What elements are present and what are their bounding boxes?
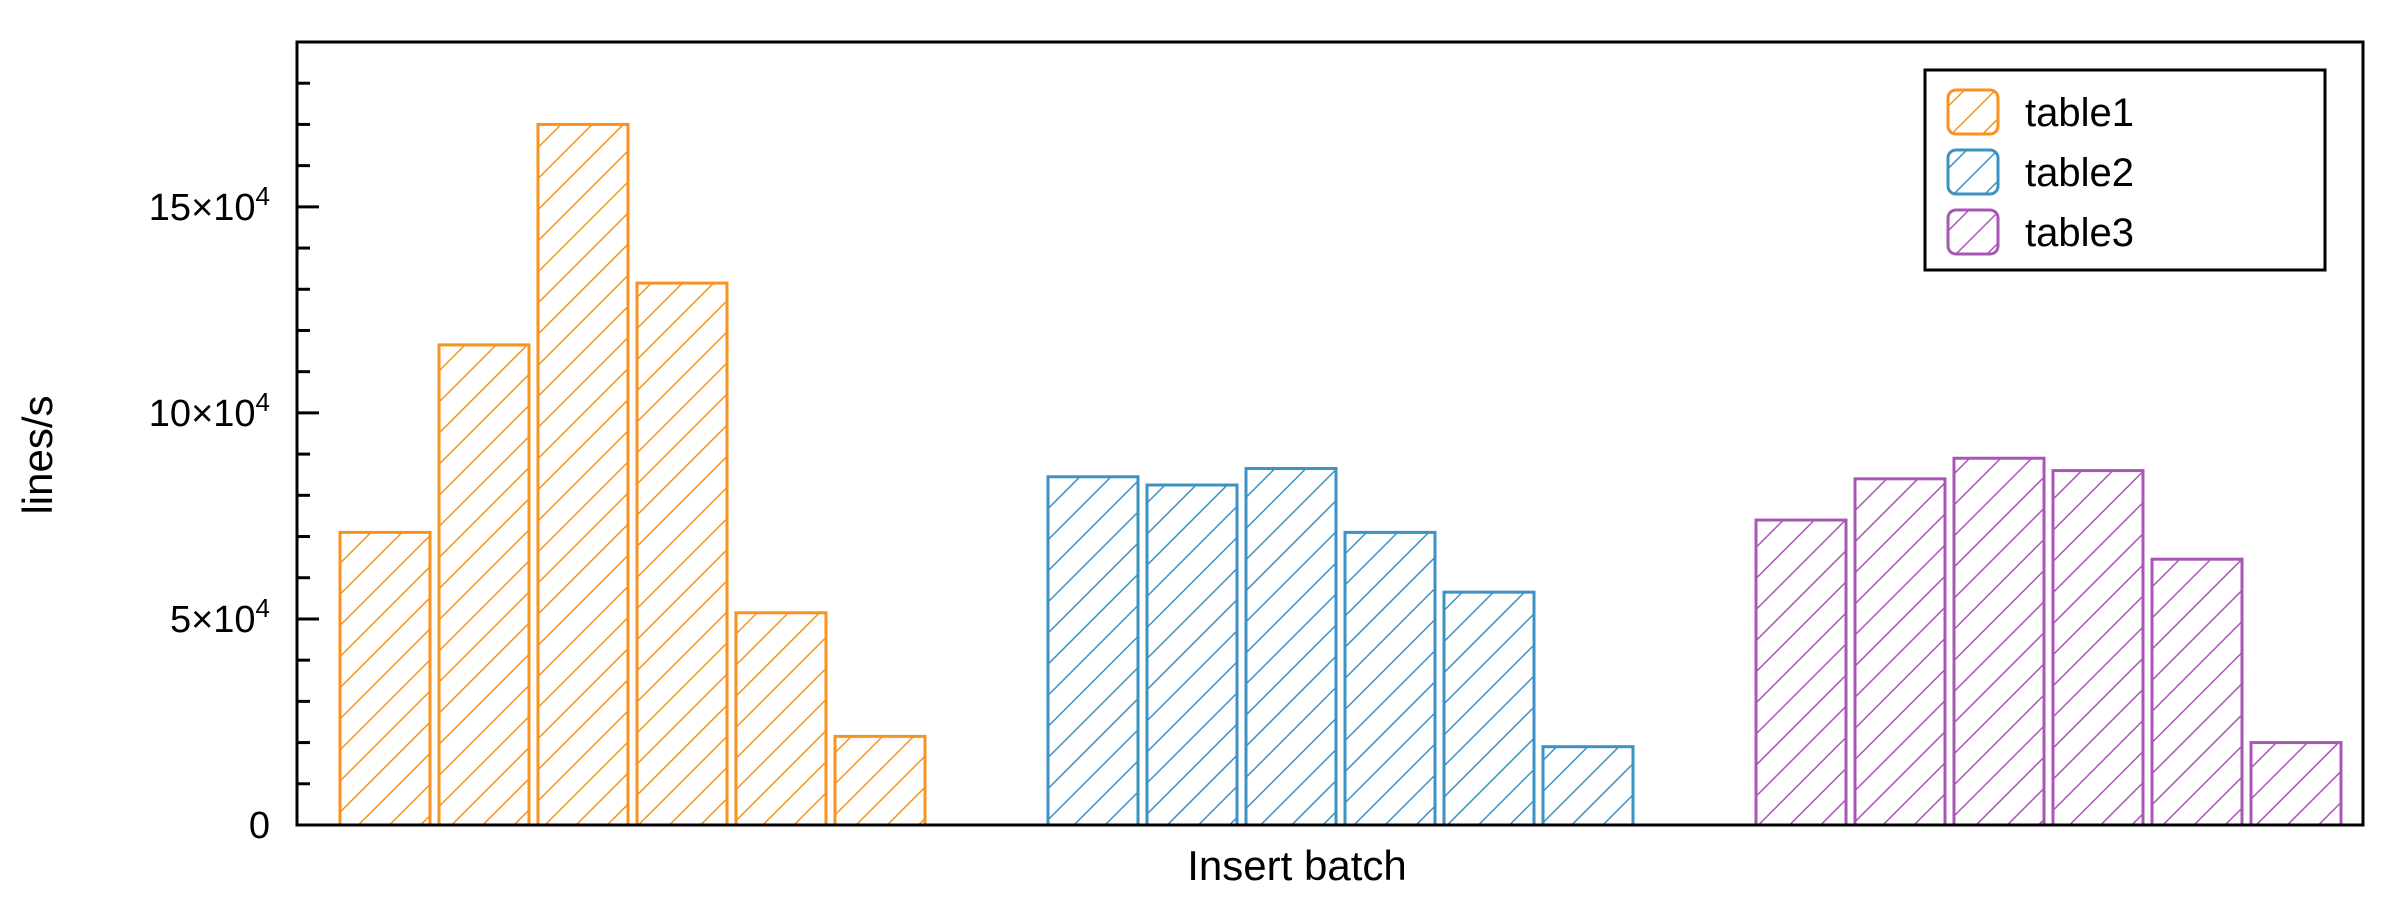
bar-table2-3 — [1244, 467, 1338, 827]
y-axis: 0 5×104 10×104 15×104 — [149, 81, 319, 847]
bar-table1-2 — [437, 343, 531, 827]
legend-swatch-table3 — [1946, 208, 2000, 256]
legend-swatch-table1 — [1946, 88, 2000, 136]
x-axis-title: Insert batch — [1187, 842, 1406, 889]
bar-table2-2 — [1145, 483, 1239, 827]
y-tick-label: 0 — [249, 805, 270, 847]
bar-table2-5 — [1442, 590, 1536, 827]
bars-layer — [338, 122, 2343, 829]
y-tick-label: 15×104 — [149, 181, 270, 229]
bar-table3-4 — [2051, 469, 2145, 827]
bar-table3-6 — [2249, 741, 2343, 827]
y-tick-label: 5×104 — [170, 593, 270, 641]
bar-table2-6 — [1541, 745, 1635, 827]
bar-table3-3 — [1952, 456, 2046, 827]
legend: table1 table2 table3 — [1923, 68, 2327, 272]
bar-table3-2 — [1853, 477, 1947, 827]
legend-label-table2: table2 — [2025, 151, 2134, 195]
plot-frame — [295, 40, 2365, 827]
bar-table1-5 — [734, 611, 828, 827]
bar-table1-4 — [635, 281, 729, 827]
y-tick-label: 10×104 — [149, 387, 270, 435]
bar-table2-4 — [1343, 530, 1437, 827]
bar-table1-1 — [338, 530, 432, 827]
bar-table2-1 — [1046, 475, 1140, 827]
bar-table3-5 — [2150, 557, 2244, 827]
legend-swatch-table2 — [1946, 148, 2000, 196]
bar-table1-3 — [536, 122, 630, 827]
legend-label-table3: table3 — [2025, 211, 2134, 255]
bar-table3-1 — [1754, 518, 1848, 827]
legend-label-table1: table1 — [2025, 91, 2134, 135]
bar-table1-6 — [833, 734, 927, 827]
y-axis-title: lines/s — [14, 395, 61, 514]
